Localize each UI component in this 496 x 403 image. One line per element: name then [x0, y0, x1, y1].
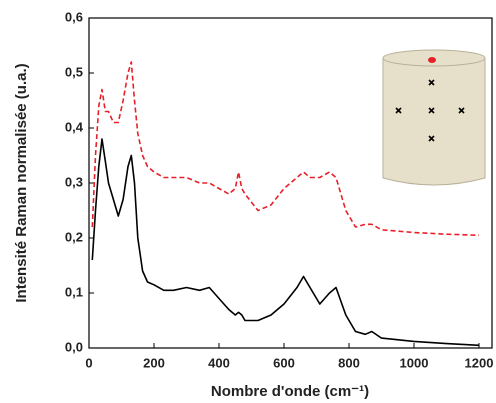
y-tick-label: 0,4 — [65, 119, 84, 134]
inset — [382, 49, 486, 186]
y-tick-label: 0,6 — [65, 9, 83, 24]
series-line — [91, 138, 480, 347]
inset-cylinder — [382, 57, 486, 186]
x-tick-label: 400 — [208, 355, 230, 370]
inset-crosses — [395, 79, 465, 142]
inset-dot — [428, 57, 436, 63]
x-tick-label: 600 — [273, 355, 295, 370]
y-tick-label: 0,0 — [65, 339, 83, 354]
x-tick-label: 0 — [85, 355, 92, 370]
x-axis-label: Nombre d'onde (cm⁻¹) — [211, 383, 369, 400]
x-tick-label: 1200 — [465, 355, 494, 370]
y-tick-label: 0,5 — [65, 64, 83, 79]
y-tick-label: 0,1 — [65, 284, 83, 299]
x-tick-label: 800 — [338, 355, 360, 370]
x-tick-label: 1000 — [400, 355, 429, 370]
y-tick-label: 0,3 — [65, 174, 83, 189]
series-line — [91, 61, 480, 237]
y-axis-label: Intensité Raman normalisée (u.a.) — [13, 63, 30, 302]
y-tick-label: 0,2 — [65, 229, 83, 244]
x-tick-label: 200 — [143, 355, 165, 370]
